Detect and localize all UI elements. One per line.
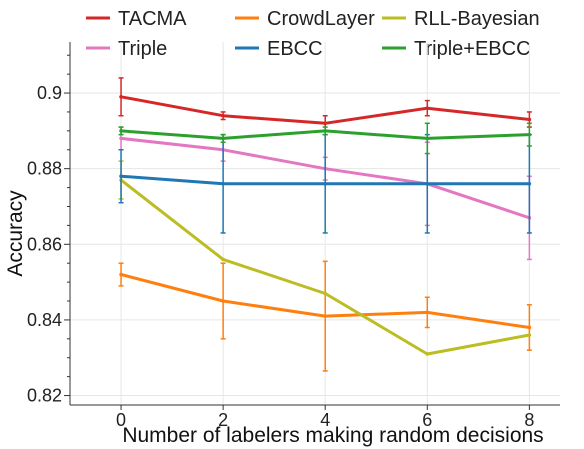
y-tick-label: 0.9 xyxy=(37,83,62,103)
legend-label: TACMA xyxy=(118,8,187,30)
data-point xyxy=(119,95,123,99)
y-axis-title: Accuracy xyxy=(4,190,27,277)
legend-label: EBCC xyxy=(267,38,323,60)
series-triple-ebcc xyxy=(118,122,532,155)
data-point xyxy=(425,181,430,186)
y-ticks: 0.82 0.84 0.86 0.88 0.9 xyxy=(27,54,70,406)
series-crowdlayer xyxy=(118,260,532,372)
data-point xyxy=(323,121,328,126)
data-point xyxy=(221,299,225,303)
y-tick-label: 0.86 xyxy=(27,234,62,254)
data-point xyxy=(425,352,430,356)
grid xyxy=(70,42,560,405)
data-point xyxy=(221,181,225,186)
data-point xyxy=(221,136,225,141)
axes xyxy=(69,42,560,406)
data-point xyxy=(323,181,328,186)
data-point xyxy=(425,136,430,141)
data-point xyxy=(221,257,225,262)
data-point xyxy=(527,117,532,122)
data-point xyxy=(323,314,328,318)
data-point xyxy=(323,291,328,296)
data-point xyxy=(527,132,532,137)
y-tick-label: 0.88 xyxy=(27,159,62,179)
x-tick-label: 4 xyxy=(320,410,330,430)
data-point xyxy=(527,181,532,186)
legend-item-rll-bayesian: RLL-Bayesian xyxy=(382,8,540,30)
data-point xyxy=(119,174,123,179)
x-axis-title: Number of labelers making random decisio… xyxy=(122,424,543,447)
series-ebcc xyxy=(118,133,532,234)
legend-item-triple-ebcc: Triple+EBCC xyxy=(382,38,531,60)
data-point xyxy=(119,272,123,277)
y-tick-label: 0.82 xyxy=(27,386,62,406)
legend-item-triple: Triple xyxy=(86,38,167,60)
data-point xyxy=(119,129,123,133)
data-point xyxy=(527,333,532,337)
legend-item-crowdlayer: CrowdLayer xyxy=(235,8,375,30)
x-tick-label: 8 xyxy=(524,410,534,430)
x-ticks: 0 2 4 6 8 xyxy=(116,405,534,430)
data-point xyxy=(221,113,225,118)
legend: TACMA CrowdLayer RLL-Bayesian Triple EBCC Tri… xyxy=(86,8,540,60)
x-tick-label: 0 xyxy=(116,410,126,430)
data-point xyxy=(425,310,430,315)
data-point xyxy=(323,129,328,133)
data-point xyxy=(119,136,123,141)
data-point xyxy=(425,106,430,110)
legend-label: Triple+EBCC xyxy=(414,38,531,60)
y-tick-label: 0.84 xyxy=(27,310,62,330)
legend-label: RLL-Bayesian xyxy=(414,8,540,30)
x-tick-label: 2 xyxy=(218,410,228,430)
legend-label: Triple xyxy=(118,38,167,60)
legend-item-tacma: TACMA xyxy=(86,8,187,30)
series-group xyxy=(118,77,532,372)
legend-item-ebcc: EBCC xyxy=(235,38,323,60)
data-point xyxy=(527,325,532,330)
x-tick-label: 6 xyxy=(422,410,432,430)
legend-label: CrowdLayer xyxy=(267,8,375,30)
